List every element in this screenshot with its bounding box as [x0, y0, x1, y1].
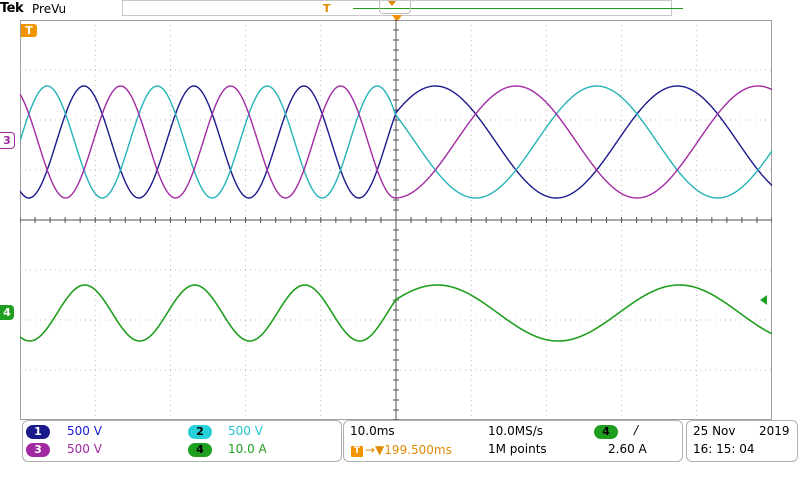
ch4-ground-marker[interactable]: 4	[0, 305, 14, 320]
ch4-scale[interactable]: 10.0 A	[228, 442, 267, 456]
ch3-badge[interactable]: 3	[26, 443, 50, 457]
ch4-badge[interactable]: 4	[188, 443, 212, 457]
trigger-level-badge[interactable]: T	[21, 24, 37, 37]
time-per-division[interactable]: 10.0ms	[350, 424, 395, 438]
ch1-scale[interactable]: 500 V	[67, 424, 102, 438]
ch3-waveform	[20, 85, 772, 199]
record-overview-bar[interactable]: T	[122, 0, 683, 16]
top-bar: Tek PreVu T	[0, 0, 800, 22]
date-value: 25 Nov	[693, 424, 736, 438]
ch1-badge[interactable]: 1	[26, 425, 50, 439]
ch2-waveform	[20, 85, 772, 199]
acquisition-mode-label: PreVu	[32, 2, 67, 16]
ch3-ground-marker[interactable]: 3	[0, 132, 15, 149]
year-value: 2019	[759, 424, 790, 438]
ch3-scale[interactable]: 500 V	[67, 442, 102, 456]
trigger-source-badge[interactable]: 4	[594, 425, 618, 439]
record-trigger-marker: T	[323, 2, 331, 15]
record-view-bracket[interactable]	[379, 1, 411, 14]
waveform-graticule	[20, 20, 772, 420]
trigger-slope-icon[interactable]: /	[634, 423, 639, 437]
record-length[interactable]: 1M points	[488, 442, 547, 456]
brand-logo: Tek	[0, 1, 24, 16]
status-bar: 1 500 V 2 500 V 3 500 V 4 10.0 A 10.0ms …	[0, 420, 800, 480]
trigger-position-icon: T	[351, 446, 363, 457]
record-waveform-line	[353, 8, 683, 9]
record-trigger-arrow-icon	[388, 1, 396, 6]
channel-scale-panel[interactable]: 1 500 V 2 500 V 3 500 V 4 10.0 A	[22, 420, 342, 462]
horizontal-trigger-panel[interactable]: 10.0ms T →▼199.500ms 10.0MS/s 1M points …	[343, 420, 683, 462]
trigger-position-value[interactable]: →▼199.500ms	[365, 443, 452, 457]
ch1-waveform	[20, 85, 772, 199]
sample-rate: 10.0MS/s	[488, 424, 543, 438]
waveform-display[interactable]	[20, 20, 772, 420]
trigger-level-arrow-icon[interactable]	[760, 295, 767, 305]
ch4-waveform	[20, 284, 772, 342]
time-value: 16: 15: 04	[693, 442, 755, 456]
date-time-panel: 25 Nov 2019 16: 15: 04	[686, 420, 798, 462]
trigger-level-value[interactable]: 2.60 A	[608, 442, 647, 456]
ch2-scale[interactable]: 500 V	[228, 424, 263, 438]
trigger-position-marker-icon[interactable]	[392, 15, 402, 22]
ch2-badge[interactable]: 2	[188, 425, 212, 439]
